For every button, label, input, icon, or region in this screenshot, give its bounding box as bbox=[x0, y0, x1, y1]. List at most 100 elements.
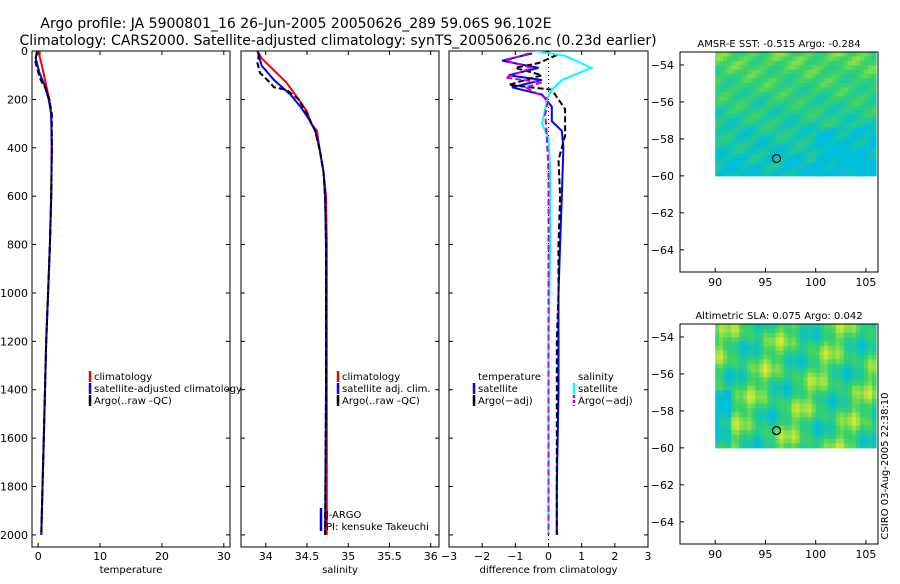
heat-cell bbox=[715, 359, 720, 365]
heat-cell bbox=[763, 416, 768, 422]
heat-cell bbox=[775, 350, 781, 356]
heat-cell bbox=[751, 363, 756, 369]
heat-cell bbox=[799, 355, 805, 360]
heat-cell bbox=[747, 359, 752, 365]
heat-cell bbox=[747, 96, 752, 102]
heat-cell bbox=[859, 65, 865, 71]
heat-cell bbox=[843, 96, 849, 102]
heat-cell bbox=[783, 87, 789, 93]
heat-cell bbox=[727, 439, 732, 444]
heat-cell bbox=[771, 136, 777, 142]
heat-cell bbox=[755, 324, 760, 329]
heat-cell bbox=[855, 162, 861, 168]
heat-cell bbox=[735, 421, 740, 427]
heat-cell bbox=[855, 158, 861, 164]
heat-cell bbox=[727, 78, 732, 84]
heat-cell bbox=[759, 136, 764, 142]
heat-cell bbox=[872, 350, 877, 356]
heat-cell bbox=[775, 162, 781, 168]
heat-cell bbox=[751, 337, 756, 343]
heat-cell bbox=[791, 136, 797, 142]
heat-cell bbox=[811, 56, 817, 62]
heat-cell bbox=[763, 346, 768, 352]
heat-cell bbox=[787, 83, 793, 88]
heat-cell bbox=[843, 109, 849, 115]
heat-cell bbox=[783, 363, 789, 369]
heat-cell bbox=[727, 363, 732, 369]
heat-cell bbox=[843, 144, 849, 150]
heat-cell bbox=[739, 394, 744, 400]
heat-cell bbox=[795, 337, 801, 343]
heat-cell bbox=[799, 100, 805, 106]
heat-cell bbox=[803, 118, 809, 124]
heat-cell bbox=[743, 403, 748, 409]
heat-cell bbox=[767, 399, 772, 405]
heat-cell bbox=[751, 430, 756, 436]
heat-cell bbox=[851, 65, 857, 71]
heat-cell bbox=[719, 52, 724, 57]
heat-cell bbox=[783, 412, 789, 418]
heat-cell bbox=[851, 337, 857, 343]
heat-cell bbox=[851, 372, 857, 378]
heat-cell bbox=[791, 443, 797, 449]
heat-cell bbox=[723, 74, 728, 80]
heat-cell bbox=[775, 416, 781, 422]
heat-cell bbox=[859, 421, 865, 427]
heat-cell bbox=[835, 390, 841, 396]
heat-cell bbox=[767, 87, 772, 93]
heat-cell bbox=[719, 421, 724, 427]
heat-cell bbox=[835, 355, 841, 360]
heat-cell bbox=[803, 328, 809, 334]
heat-cell bbox=[839, 87, 845, 93]
heat-cell bbox=[823, 416, 829, 422]
heat-cell bbox=[719, 171, 724, 177]
heat-cell bbox=[803, 136, 809, 142]
heat-cell bbox=[743, 153, 748, 159]
heat-cell bbox=[755, 109, 760, 115]
heat-cell bbox=[727, 350, 732, 356]
heat-cell bbox=[872, 78, 877, 84]
heat-cell bbox=[795, 385, 801, 391]
heat-cell bbox=[763, 425, 768, 431]
heat-cell bbox=[851, 399, 857, 405]
heat-cell bbox=[843, 74, 849, 80]
heat-cell bbox=[743, 425, 748, 431]
heat-cell bbox=[859, 381, 865, 387]
heat-cell bbox=[763, 171, 768, 177]
heat-cell bbox=[795, 425, 801, 431]
heat-cell bbox=[815, 403, 821, 409]
heat-cell bbox=[775, 144, 781, 150]
heat-cell bbox=[811, 69, 817, 75]
heat-cell bbox=[839, 439, 845, 444]
heat-cell bbox=[743, 52, 748, 57]
heat-cell bbox=[755, 52, 760, 57]
heat-cell bbox=[803, 171, 809, 177]
heat-cell bbox=[795, 100, 801, 106]
heat-cell bbox=[787, 328, 793, 334]
heat-cell bbox=[727, 60, 732, 66]
heat-cell bbox=[819, 403, 825, 409]
heat-cell bbox=[859, 412, 865, 418]
heat-cell bbox=[827, 346, 833, 352]
heat-cell bbox=[787, 91, 793, 97]
heat-cell bbox=[831, 341, 837, 347]
heat-cell bbox=[815, 341, 821, 347]
heat-cell bbox=[755, 416, 760, 422]
heat-cell bbox=[835, 439, 841, 444]
x-tick-label: 95 bbox=[758, 548, 772, 561]
heat-cell bbox=[803, 412, 809, 418]
heat-cell bbox=[811, 171, 817, 177]
heat-cell bbox=[755, 332, 760, 338]
heat-cell bbox=[803, 332, 809, 338]
heat-cell bbox=[872, 341, 877, 347]
heat-cell bbox=[815, 122, 821, 128]
heat-cell bbox=[771, 140, 777, 146]
heat-cell bbox=[719, 105, 724, 111]
heat-cell bbox=[799, 359, 805, 365]
heat-cell bbox=[811, 65, 817, 71]
heat-cell bbox=[767, 425, 772, 431]
heat-cell bbox=[803, 324, 809, 329]
heat-cell bbox=[731, 390, 736, 396]
heat-cell bbox=[807, 346, 813, 352]
heat-cell bbox=[863, 96, 869, 102]
